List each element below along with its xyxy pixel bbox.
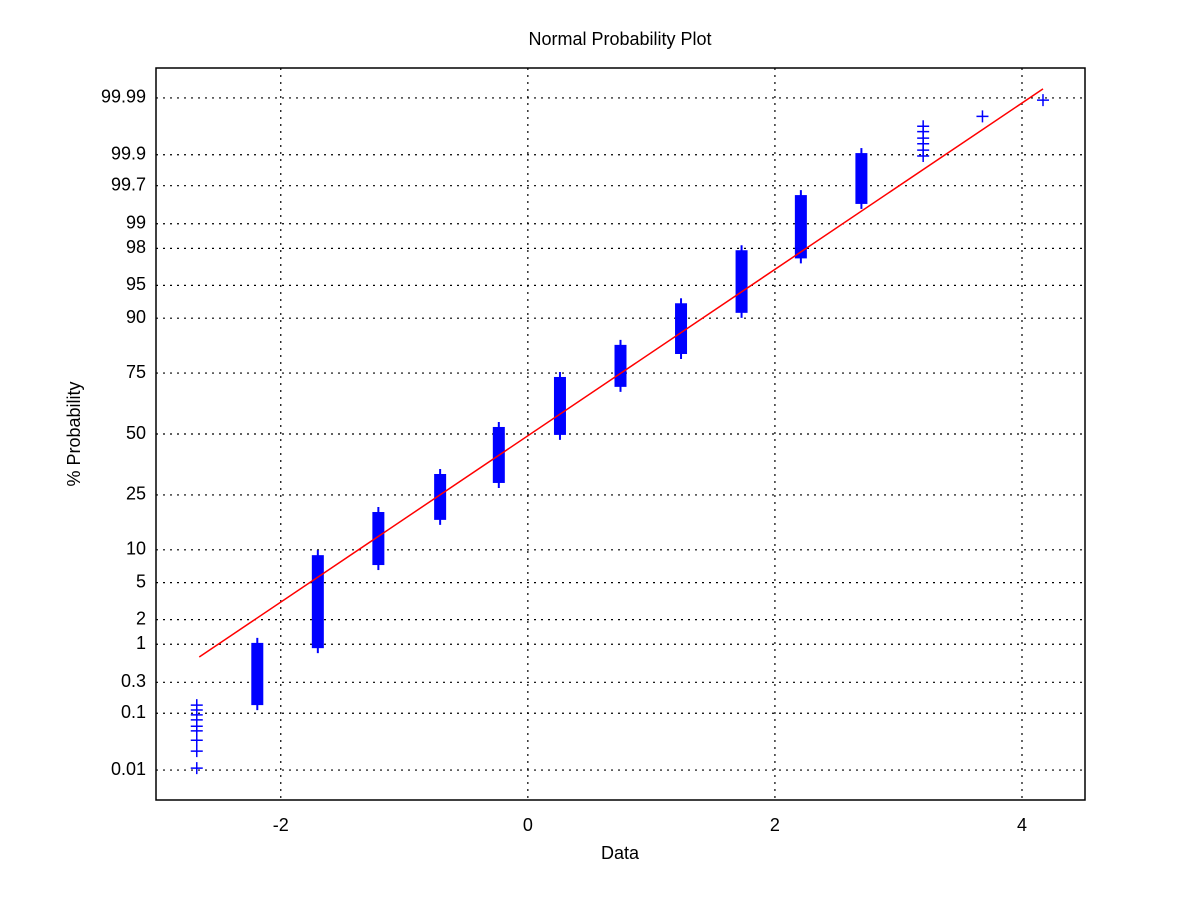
x-tick-label: 2 — [770, 815, 780, 835]
y-tick-label: 5 — [136, 571, 146, 591]
data-point — [1037, 94, 1049, 107]
y-tick-label: 1 — [136, 633, 146, 653]
y-tick-label: 25 — [126, 484, 146, 504]
y-tick-label: 99.9 — [111, 143, 146, 163]
chart-title: Normal Probability Plot — [528, 29, 711, 49]
data-point — [190, 745, 203, 758]
data-point — [190, 734, 203, 747]
y-axis-label: % Probability — [64, 381, 84, 486]
y-tick-label: 98 — [126, 237, 146, 257]
y-tick-label: 2 — [136, 608, 146, 628]
y-tick-label: 0.1 — [121, 702, 146, 722]
x-tick-label: 4 — [1017, 815, 1027, 835]
y-tick-label: 95 — [126, 274, 146, 294]
plot-frame — [155, 67, 1086, 801]
y-tick-label: 99.99 — [101, 87, 146, 107]
y-tick-label: 50 — [126, 423, 146, 443]
data-point — [190, 762, 203, 775]
data-point — [976, 110, 989, 123]
y-tick-label: 90 — [126, 307, 146, 327]
y-tick-label: 99.7 — [111, 174, 146, 194]
fit-line — [198, 88, 1044, 658]
y-tick-label: 99 — [126, 213, 146, 233]
x-axis-label: Data — [601, 843, 640, 863]
y-tick-label: 10 — [126, 539, 146, 559]
y-tick-label: 0.3 — [121, 671, 146, 691]
data-point — [917, 150, 930, 163]
y-tick-label: 75 — [126, 362, 146, 382]
x-tick-label: 0 — [523, 815, 533, 835]
y-tick-label: 0.01 — [111, 759, 146, 779]
x-tick-label: -2 — [273, 815, 289, 835]
